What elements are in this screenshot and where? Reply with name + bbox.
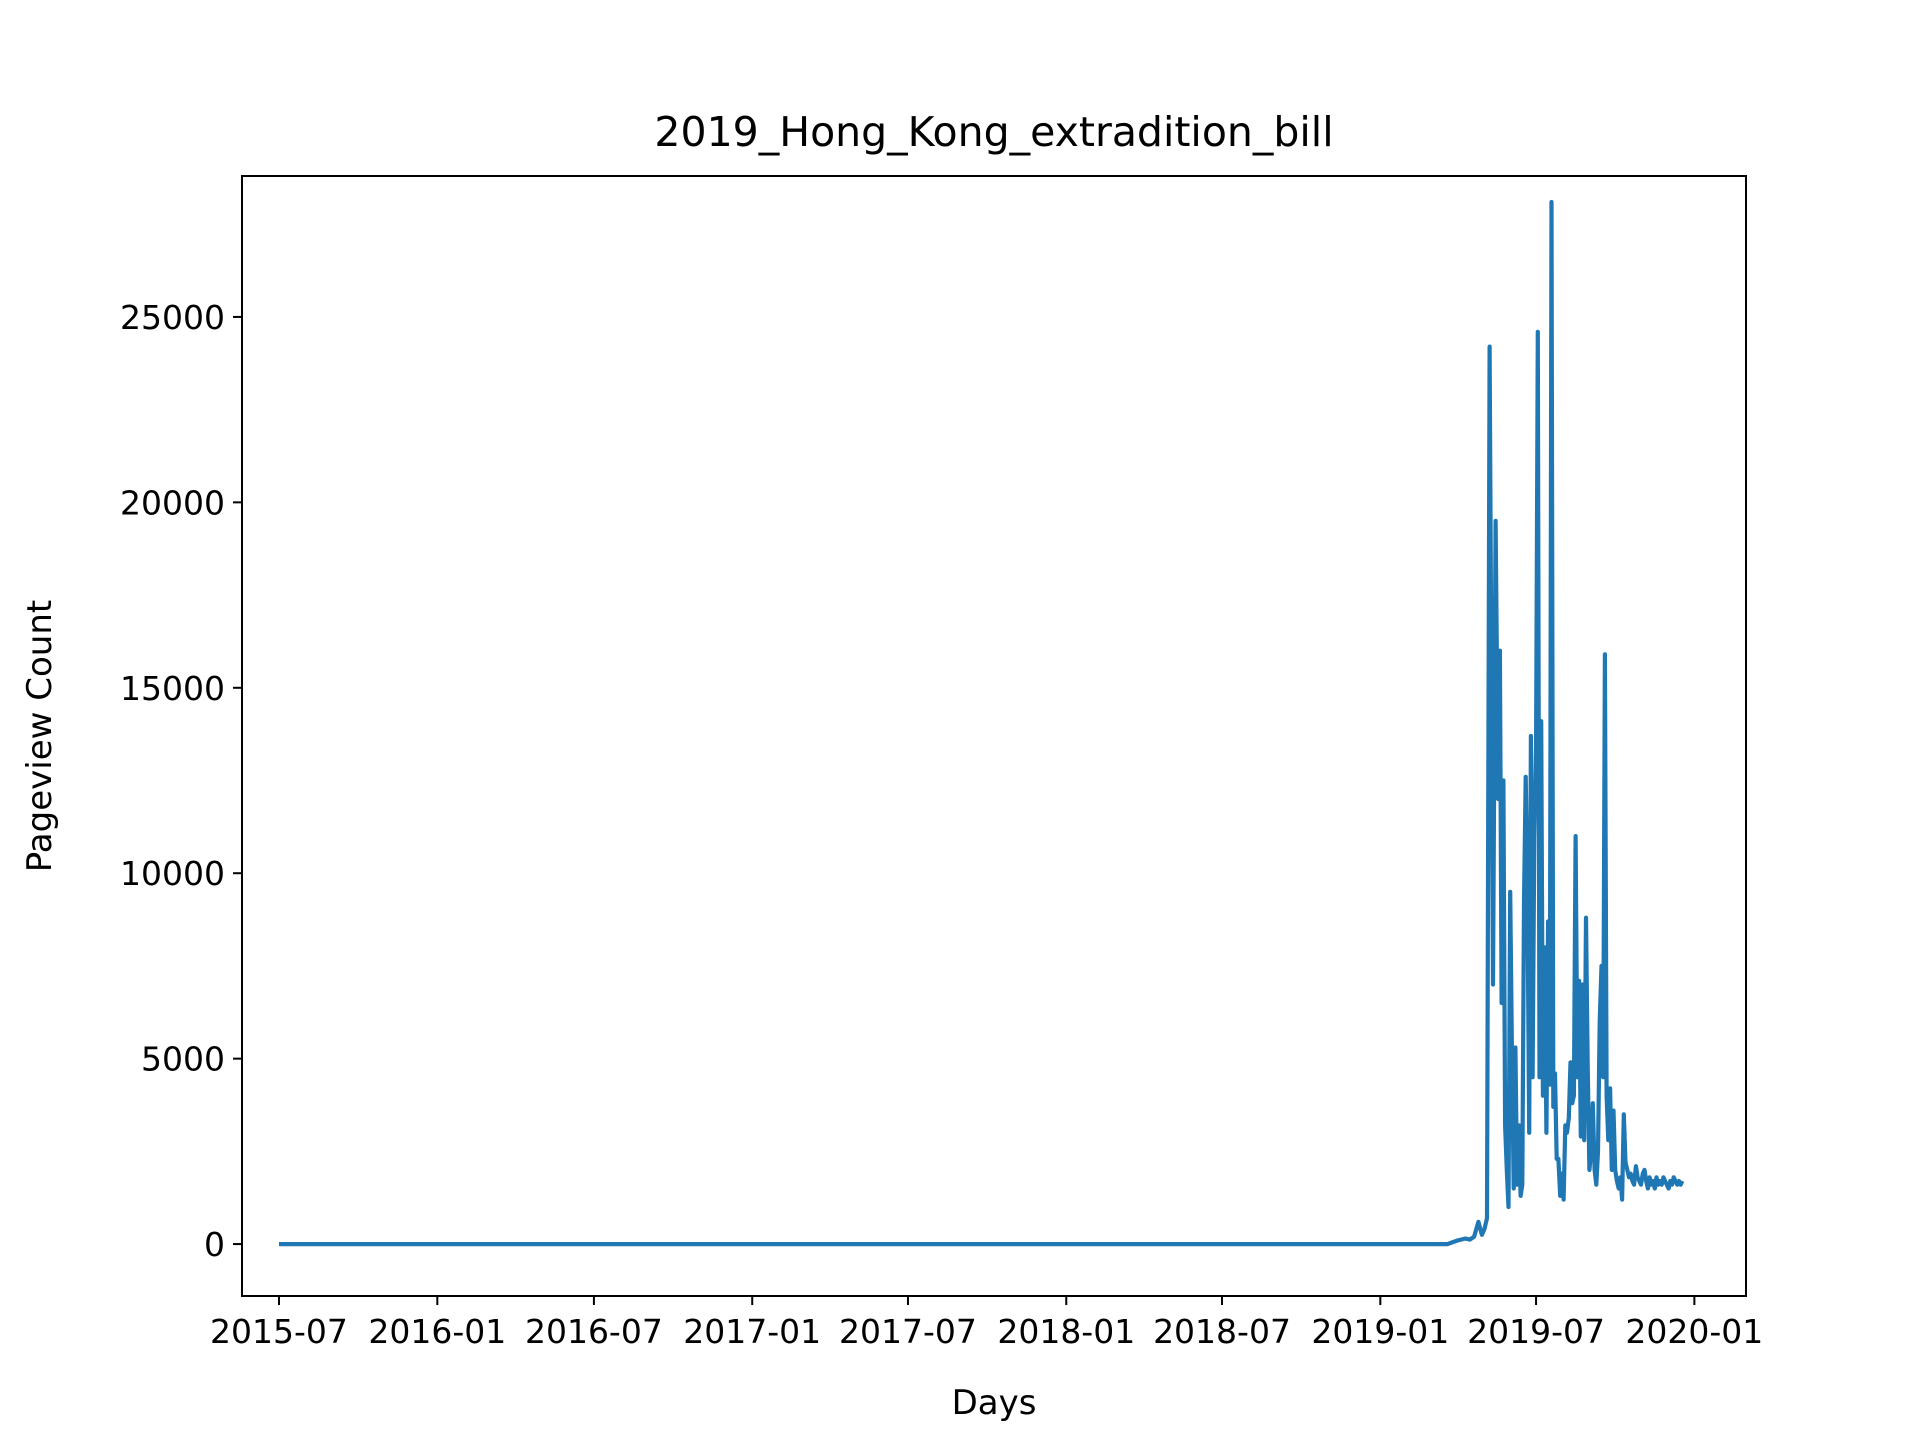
series-line (279, 199, 1685, 1247)
x-axis-label: Days (952, 1383, 1037, 1423)
x-tick-label: 2016-01 (368, 1312, 506, 1351)
y-tick-label: 25000 (120, 298, 225, 337)
plot-frame (241, 175, 1747, 1297)
y-tick-label: 10000 (120, 854, 225, 893)
x-tick-label: 2015-07 (210, 1312, 348, 1351)
y-tick-label: 20000 (120, 483, 225, 522)
x-tick-label: 2018-07 (1153, 1312, 1291, 1351)
y-axis-label: Pageview Count (20, 600, 60, 872)
chart-title: 2019_Hong_Kong_extradition_bill (654, 108, 1333, 156)
x-tick-label: 2017-07 (839, 1312, 977, 1351)
x-tick-label: 2017-01 (683, 1312, 821, 1351)
x-axis: 2015-07 2016-01 2016-07 2017-01 2017-07 2018-… (210, 1296, 1763, 1351)
x-tick-label: 2019-07 (1467, 1312, 1605, 1351)
y-axis: 0 5000 10000 15000 20000 25000 (120, 298, 242, 1264)
x-tick-label: 2019-01 (1311, 1312, 1449, 1351)
y-tick-label: 0 (204, 1225, 225, 1264)
x-tick-label: 2020-01 (1625, 1312, 1763, 1351)
y-tick-label: 15000 (120, 669, 225, 708)
y-tick-label: 5000 (141, 1040, 225, 1079)
x-tick-label: 2018-01 (997, 1312, 1135, 1351)
x-tick-label: 2016-07 (525, 1312, 663, 1351)
